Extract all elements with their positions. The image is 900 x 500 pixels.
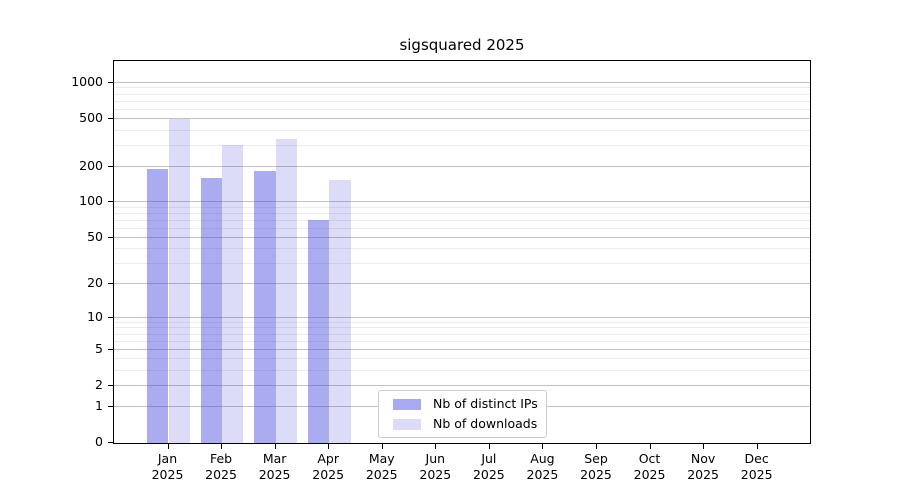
x-tick-label: Nov 2025 (687, 451, 719, 482)
minor-gridline (114, 129, 810, 131)
plot-area (113, 60, 811, 444)
minor-gridline (114, 93, 810, 95)
minor-gridline (114, 144, 810, 146)
legend-label-distinct-ips: Nb of distinct IPs (433, 396, 538, 411)
x-tick-mark (542, 444, 544, 449)
y-tick-label: 0 (95, 434, 103, 449)
bar-downloads (168, 119, 190, 443)
minor-gridline (114, 87, 810, 89)
legend-swatch-downloads (393, 418, 421, 430)
y-tick-label: 20 (87, 275, 103, 291)
major-gridline (114, 317, 810, 319)
x-tick-mark (167, 444, 169, 449)
y-tick-label: 50 (87, 229, 103, 245)
y-tick-label: 100 (79, 193, 103, 209)
x-tick-mark (649, 444, 651, 449)
x-tick-mark (381, 444, 383, 449)
minor-gridline (114, 206, 810, 208)
y-tick-mark (108, 405, 113, 407)
bar-downloads (222, 144, 244, 443)
y-tick-mark (108, 118, 113, 120)
minor-gridline (114, 322, 810, 323)
y-tick-label: 200 (79, 157, 103, 173)
legend-item-downloads: Nb of downloads (387, 417, 538, 431)
y-tick-mark (108, 442, 113, 443)
x-tick-label: Feb 2025 (205, 451, 237, 482)
x-tick-label: Mar 2025 (258, 451, 291, 482)
major-gridline (114, 348, 810, 350)
bar-distinct-ips (254, 171, 276, 443)
major-gridline (114, 283, 810, 285)
minor-gridline (114, 219, 810, 221)
y-tick-mark (108, 348, 113, 350)
bar-distinct-ips (200, 177, 223, 443)
y-tick-mark (108, 201, 113, 203)
major-gridline (114, 81, 810, 83)
y-tick-mark (108, 317, 113, 319)
major-gridline (114, 118, 810, 120)
x-tick-mark (274, 444, 276, 449)
minor-gridline (114, 108, 810, 110)
x-tick-label: Jun 2025 (419, 451, 452, 482)
minor-gridline (114, 227, 810, 229)
minor-gridline (114, 248, 810, 250)
minor-gridline (114, 327, 810, 329)
minor-gridline (114, 333, 810, 335)
y-tick-label: 5 (95, 340, 103, 356)
x-tick-mark (435, 444, 437, 449)
x-tick-label: Oct 2025 (633, 451, 666, 482)
x-tick-mark (221, 444, 223, 449)
y-tick-label: 500 (79, 110, 103, 126)
minor-gridline (114, 263, 810, 265)
major-gridline (114, 201, 810, 203)
minor-gridline (114, 100, 810, 102)
x-tick-mark (703, 444, 705, 449)
x-tick-label: Jul 2025 (472, 451, 505, 482)
y-tick-label: 1 (95, 397, 103, 413)
legend: Nb of distinct IPs Nb of downloads (378, 390, 547, 438)
major-gridline (114, 384, 810, 386)
x-tick-label: Aug 2025 (526, 451, 559, 482)
x-tick-label: Dec 2025 (740, 451, 773, 482)
major-gridline (114, 165, 810, 167)
x-tick-mark (328, 444, 330, 449)
y-tick-mark (108, 81, 113, 83)
x-tick-mark (488, 444, 490, 449)
minor-gridline (114, 358, 810, 360)
x-tick-label: Jan 2025 (151, 451, 184, 482)
x-tick-mark (756, 444, 758, 449)
x-tick-label: Apr 2025 (312, 451, 345, 482)
y-tick-label: 2 (95, 376, 103, 392)
minor-gridline (114, 340, 810, 342)
y-tick-mark (108, 283, 113, 285)
x-tick-mark (595, 444, 597, 449)
legend-swatch-distinct-ips (393, 398, 421, 410)
legend-label-downloads: Nb of downloads (433, 416, 538, 431)
major-gridline (114, 237, 810, 239)
chart-title: sigsquared 2025 (399, 36, 525, 54)
x-tick-label: Sep 2025 (580, 451, 612, 482)
y-tick-mark (108, 384, 113, 386)
bar-distinct-ips (307, 219, 330, 443)
x-tick-label: May 2025 (365, 451, 398, 482)
y-tick-mark (108, 237, 113, 239)
minor-gridline (114, 212, 810, 214)
minor-gridline (114, 369, 810, 371)
y-tick-label: 10 (87, 309, 103, 325)
bar-downloads (329, 179, 351, 443)
y-tick-label: 1000 (71, 73, 103, 89)
legend-item-distinct-ips: Nb of distinct IPs (387, 397, 538, 411)
bar-downloads (275, 138, 297, 443)
bar-distinct-ips (147, 169, 169, 443)
y-tick-mark (108, 165, 113, 167)
